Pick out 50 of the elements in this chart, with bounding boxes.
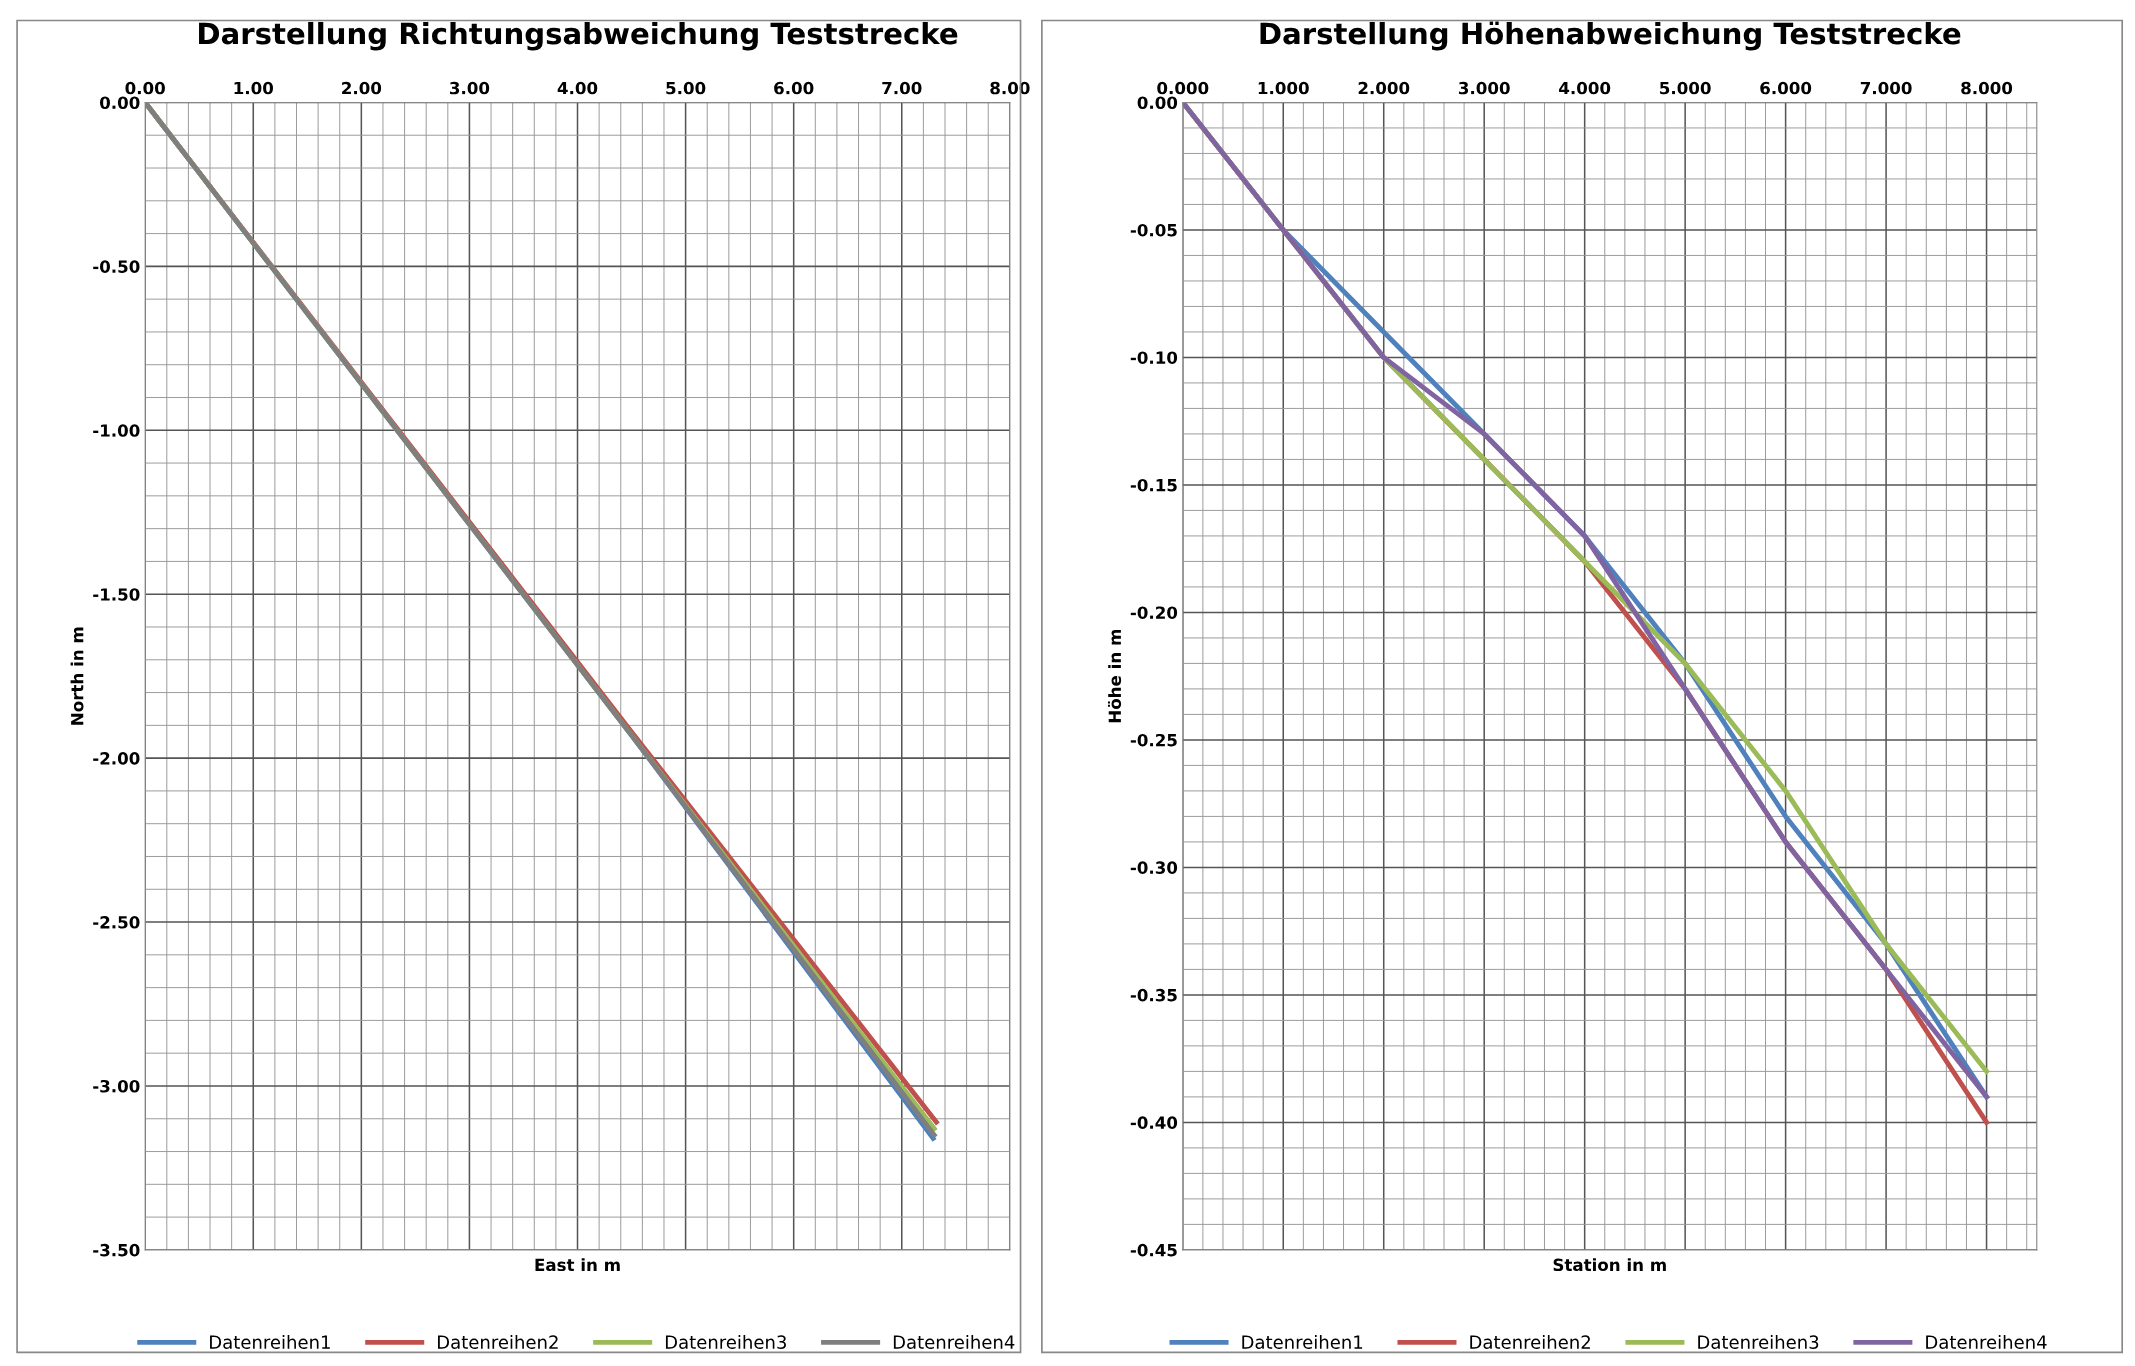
x-tick-label: 2.000 (1358, 81, 1410, 95)
y-tick-label: -0.45 (1130, 1243, 1177, 1257)
legend-label: Datenreihen3 (665, 1334, 786, 1349)
y-tick-label: 0.00 (1137, 96, 1178, 110)
legend-label: Datenreihen3 (1698, 1334, 1819, 1349)
x-tick-label: 1.00 (234, 81, 274, 95)
y-tick-label: -0.35 (1130, 988, 1177, 1002)
x-tick-label: 6.00 (774, 81, 814, 95)
x-tick-label: 0.00 (125, 81, 165, 95)
x-axis-title: Station in m (1553, 1258, 1666, 1272)
y-axis-title: North in m (70, 627, 84, 725)
x-tick-label: 6.000 (1760, 81, 1812, 95)
y-tick-label: -0.30 (1130, 861, 1178, 874)
x-tick-label: 1.000 (1258, 81, 1309, 95)
y-tick-label: -0.25 (1130, 733, 1177, 747)
x-tick-label: 5.000 (1660, 81, 1711, 95)
y-tick-label: -0.05 (1130, 223, 1177, 237)
y-tick-label: 0.00 (100, 96, 140, 110)
legend-label: Datenreihen1 (1242, 1334, 1363, 1349)
x-axis-title: East in m (535, 1258, 620, 1272)
legend-label: Datenreihen4 (1926, 1334, 2047, 1349)
x-tick-label: 3.000 (1458, 81, 1510, 95)
x-tick-label: 4.00 (557, 81, 598, 95)
x-tick-label: 8.000 (1961, 81, 2013, 95)
y-tick-label: -0.20 (1130, 606, 1178, 619)
x-tick-label: 3.00 (449, 81, 490, 95)
x-tick-label: 0.000 (1157, 81, 1209, 95)
x-tick-label: 5.00 (666, 81, 706, 95)
chart-title: Darstellung Höhenabweichung Teststrecke (1260, 21, 1961, 51)
y-tick-label: -3.50 (93, 1243, 140, 1257)
y-tick-label: -0.15 (1130, 478, 1177, 492)
x-tick-label: 2.00 (342, 81, 382, 95)
y-tick-label: -1.00 (93, 424, 140, 437)
y-tick-label: -0.50 (93, 260, 140, 273)
x-tick-label: 8.00 (990, 81, 1030, 95)
y-tick-label: -2.00 (93, 752, 140, 765)
x-tick-label: 7.00 (882, 81, 922, 95)
legend-label: Datenreihen4 (893, 1334, 1015, 1349)
y-tick-label: -3.00 (93, 1079, 140, 1093)
y-tick-label: -1.50 (93, 588, 140, 601)
chart-title: Darstellung Richtungsabweichung Teststrecke (199, 21, 958, 51)
legend-label: Datenreihen1 (210, 1334, 330, 1349)
legend-label: Datenreihen2 (438, 1334, 558, 1349)
y-tick-label: -0.10 (1130, 351, 1178, 365)
y-tick-label: -2.50 (93, 916, 140, 929)
y-axis-title: Höhe in m (1107, 629, 1122, 723)
x-tick-label: 7.000 (1860, 81, 1912, 95)
legend-label: Datenreihen2 (1470, 1334, 1590, 1349)
x-tick-label: 4.000 (1559, 81, 1611, 95)
y-tick-label: -0.40 (1130, 1116, 1178, 1129)
